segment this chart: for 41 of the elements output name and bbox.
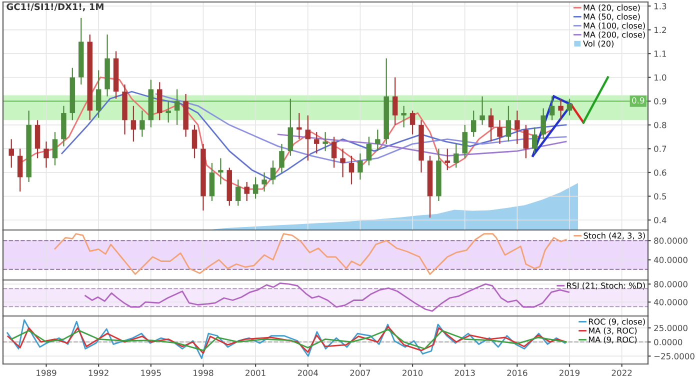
y-tick-label: 80.0000 <box>654 238 688 244</box>
chart-title: GC1!/SI1!/DX1!, 1M <box>6 3 104 12</box>
legend-label: ROC (9, close) <box>588 318 645 326</box>
y-tick-label: 0.8 <box>654 122 666 128</box>
y-tick-label: 0.7 <box>654 146 666 152</box>
y-tick-label: −25.0000 <box>654 353 694 360</box>
x-tick-label: 2010 <box>402 370 423 376</box>
y-tick-label: 1.1 <box>654 50 666 57</box>
legend-label: RSI (21; Stoch: %D) <box>567 282 645 290</box>
x-tick-label: 1989 <box>36 370 56 376</box>
ref-line-label: 0.9 <box>632 97 644 104</box>
x-tick-label: 1992 <box>88 370 108 376</box>
y-tick-label: 0.6 <box>654 169 666 176</box>
x-tick-label: 1998 <box>194 370 214 376</box>
y-tick-label: 25.0000 <box>654 324 688 332</box>
y-tick-label: 80.0000 <box>654 281 688 288</box>
x-tick-label: 2016 <box>507 370 528 376</box>
x-tick-label: 2022 <box>612 370 632 376</box>
legend-label: Stoch (42, 3, 3) <box>584 232 645 240</box>
legend-label: MA (20, close) <box>584 4 640 12</box>
y-tick-label: 0.4 <box>654 216 666 224</box>
x-tick-label: 2007 <box>350 370 370 376</box>
legend-label: MA (200, close) <box>584 31 645 39</box>
x-tick-label: 1995 <box>141 370 161 376</box>
x-tick-label: 2013 <box>454 370 475 376</box>
y-tick-label: 1.2 <box>654 26 666 33</box>
y-tick-label: 0.5 <box>654 193 666 200</box>
y-tick-label: 1.3 <box>654 3 666 10</box>
y-tick-label: 0.0000 <box>654 338 682 346</box>
x-tick-label: 2019 <box>560 370 580 376</box>
x-tick-label: 2004 <box>298 370 318 376</box>
legend-label: MA (9, ROC) <box>588 336 637 344</box>
legend-label: MA (50, close) <box>584 13 640 21</box>
x-tick-label: 2001 <box>246 370 266 376</box>
legend-label: Vol (20) <box>583 40 614 48</box>
y-tick-label: 1.0 <box>654 74 666 81</box>
legend-label: MA (100, close) <box>584 22 645 30</box>
y-tick-label: 40.0000 <box>654 256 688 264</box>
legend-label: MA (3, ROC) <box>588 327 637 335</box>
y-tick-label: 40.0000 <box>654 299 688 306</box>
y-tick-label: 0.9 <box>654 98 666 104</box>
